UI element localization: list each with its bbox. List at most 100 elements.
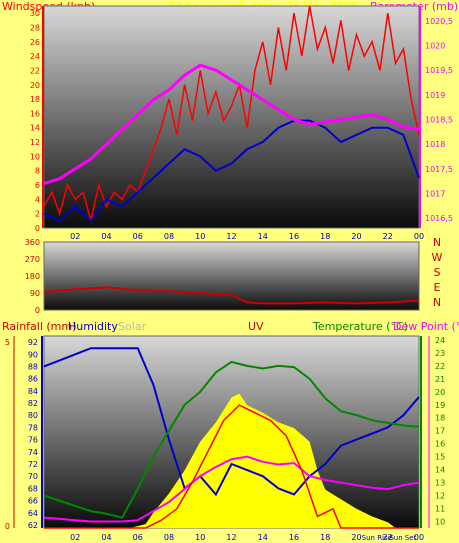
x-tick: 10 [195,232,205,241]
y-tick-right: 1017 [425,189,445,198]
y-tick-left: 16 [30,109,40,118]
temperature-tick: 17 [435,427,445,436]
y-tick-left: 24 [30,52,40,61]
humidity-tick: 92 [28,338,38,347]
temperature-tick: 19 [435,401,445,410]
y-tick-left: 0 [35,224,40,233]
humidity-tick: 88 [28,362,38,371]
humidity-label: Humidity [68,320,118,333]
temperature-tick: 16 [435,440,445,449]
temperature-tick: 10 [435,518,445,527]
humidity-tick: 84 [28,387,38,396]
humidity-tick: 82 [28,399,38,408]
x-tick: 04 [101,533,111,542]
humidity-tick: 72 [28,460,38,469]
windspeed-line [43,5,420,222]
humidity-tick: 70 [28,472,38,481]
temperature-tick: 11 [435,505,445,514]
x-tick: 08 [164,533,174,542]
direction-line [43,286,420,305]
y-tick-left: 10 [30,152,40,161]
temperature-tick: 24 [435,336,445,345]
temperature-tick: 20 [435,388,445,397]
x-tick: 12 [226,533,236,542]
temperature-tick: 15 [435,453,445,462]
x-tick: 04 [101,232,111,241]
x-tick: 14 [258,232,268,241]
x-tick: 22 [383,232,393,241]
x-tick: 18 [320,533,330,542]
x-tick: 22 [383,533,393,542]
temperature-tick: 13 [435,479,445,488]
rain-tick: 5 [5,338,10,347]
y-tick-left: 22 [30,66,40,75]
direction-letter: N [433,296,441,309]
y-tick-left: 6 [35,181,40,190]
temperature-line [43,360,420,519]
temperature-tick: 22 [435,362,445,371]
temperature-label: Temperature (°C) [313,320,408,333]
humidity-tick: 64 [28,509,38,518]
temperature-tick: 14 [435,466,445,475]
uv-line [44,404,419,529]
y-tick-left: 12 [30,138,40,147]
direction-tick: 0 [35,306,40,315]
uv-label: UV [248,320,264,333]
humidity-tick: 86 [28,375,38,384]
x-tick: 14 [258,533,268,542]
humidity-tick: 68 [28,484,38,493]
dewpoint-line [43,455,420,523]
y-tick-left: 28 [30,23,40,32]
y-tick-left: 2 [35,210,40,219]
rainfall-label: Rainfall (mm) [2,320,77,333]
humidity-tick: 76 [28,436,38,445]
direction-tick: 270 [25,255,40,264]
y-tick-right: 1018 [425,140,445,149]
x-tick: 10 [195,533,205,542]
humidity-tick: 80 [28,411,38,420]
y-tick-left: 14 [30,124,40,133]
x-tick: 16 [289,533,299,542]
x-tick: 06 [133,533,143,542]
rain-tick: 0 [5,522,10,531]
x-tick: 00 [414,232,424,241]
direction-letter: N [433,236,441,249]
x-tick: 16 [289,232,299,241]
x-tick: 06 [133,232,143,241]
barometer-line [43,63,420,186]
x-tick: 08 [164,232,174,241]
dewpoint-label: Dew Point (°C) [393,320,459,333]
direction-tick: 360 [25,238,40,247]
direction-letter: E [434,281,441,294]
sunrise-label: Sun Rise [362,534,392,542]
x-tick: 02 [70,232,80,241]
y-tick-right: 1016,5 [425,214,453,223]
sunset-label: Sun Set [389,534,416,542]
y-tick-left: 26 [30,38,40,47]
y-tick-right: 1018,5 [425,115,453,124]
y-tick-left: 20 [30,81,40,90]
humidity-tick: 78 [28,423,38,432]
y-tick-left: 30 [30,9,40,18]
x-tick: 02 [70,533,80,542]
x-tick: 20 [351,232,361,241]
y-tick-left: 8 [35,167,40,176]
humidity-tick: 62 [28,521,38,530]
solar-label: Solar [118,320,147,333]
y-tick-right: 1020,5 [425,17,453,26]
temperature-tick: 18 [435,414,445,423]
x-tick: 18 [320,232,330,241]
direction-letter: W [432,251,443,264]
x-tick: 20 [351,533,361,542]
direction-tick: 180 [25,272,40,281]
humidity-tick: 90 [28,350,38,359]
panel-2 [43,241,420,311]
temperature-tick: 12 [435,492,445,501]
temperature-tick: 23 [435,349,445,358]
humidity-line [43,347,420,497]
y-tick-left: 18 [30,95,40,104]
temperature-tick: 21 [435,375,445,384]
humidity-tick: 66 [28,497,38,506]
x-tick: 12 [226,232,236,241]
